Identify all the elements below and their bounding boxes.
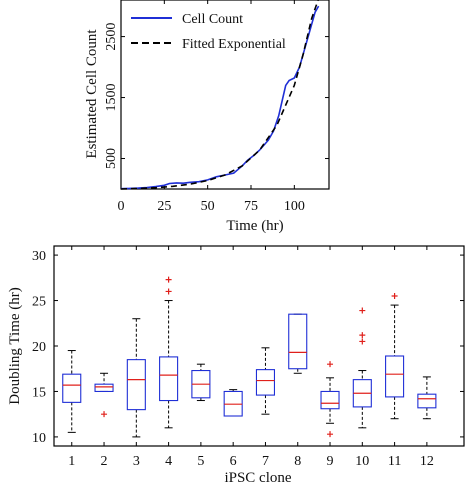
x-tick-label: 12: [420, 454, 434, 469]
y-tick-label: 25: [32, 295, 46, 310]
iqr-box: [94, 383, 114, 393]
box-clone-9: [320, 361, 340, 438]
x-tick-label: 50: [201, 199, 215, 214]
box-clone-4: [159, 276, 179, 429]
iqr-box: [385, 355, 405, 398]
iqr-box: [255, 369, 276, 396]
outlier-marker: [101, 411, 108, 418]
outlier-marker: [359, 332, 366, 339]
x-tick-label: 11: [388, 454, 401, 469]
box-clone-2: [94, 372, 114, 418]
growth-y-ticks: 500 1500 2500: [104, 23, 329, 169]
iqr-box: [320, 390, 340, 410]
x-tick-label: 1: [68, 454, 75, 469]
x-tick-label: 3: [133, 454, 140, 469]
x-tick-label: 75: [244, 199, 258, 214]
legend-label-fitted-exponential: Fitted Exponential: [182, 37, 286, 52]
outlier-marker: [359, 307, 366, 314]
x-tick-label: 10: [355, 454, 369, 469]
box-clone-7: [255, 347, 276, 415]
growth-legend: Cell Count Fitted Exponential: [131, 12, 286, 52]
y-tick-label: 15: [32, 385, 46, 400]
box-plot-frame: [53, 245, 465, 447]
x-tick-label: 25: [157, 199, 171, 214]
y-tick-label: 30: [32, 249, 46, 264]
box-clone-12: [417, 376, 437, 420]
box-clone-10: [352, 307, 372, 429]
iqr-box: [288, 313, 308, 370]
growth-x-ticks: 0 25 50 75 100: [118, 0, 305, 214]
box-clone-3: [126, 318, 146, 438]
x-tick-label: 8: [294, 454, 301, 469]
x-tick-label: 100: [284, 199, 305, 214]
y-tick-label: 10: [32, 431, 46, 446]
legend-label-cell-count: Cell Count: [182, 12, 243, 27]
box-y-label: Doubling Time (hr): [7, 287, 23, 405]
x-tick-label: 9: [327, 454, 334, 469]
box-x-label: iPSC clone: [224, 470, 291, 483]
outlier-marker: [391, 293, 398, 299]
series-line-cell-count: [120, 5, 320, 190]
outlier-marker: [165, 276, 172, 283]
outlier-marker: [327, 361, 334, 368]
y-tick-label: 20: [32, 340, 46, 355]
series-line-fitted-exponential: [120, 0, 319, 190]
x-tick-label: 0: [118, 199, 125, 214]
y-tick-label: 2500: [104, 23, 119, 51]
iqr-box: [417, 393, 437, 409]
box-x-ticks: 1 2 3 4 5 6 7 8 9 10 11 12: [68, 246, 434, 469]
box-clone-8: [288, 313, 308, 374]
box-series: [62, 276, 437, 438]
growth-y-label: Estimated Cell Count: [84, 29, 100, 159]
iqr-box: [159, 356, 179, 402]
growth-plot-frame: [120, 0, 330, 190]
x-tick-label: 4: [165, 454, 172, 469]
growth-series: [120, 0, 320, 190]
box-y-ticks: 10 15 20 25 30: [32, 249, 464, 446]
y-tick-label: 500: [104, 148, 119, 169]
growth-x-label: Time (hr): [226, 218, 283, 234]
x-tick-label: 7: [262, 454, 269, 469]
box-clone-1: [62, 350, 82, 433]
x-tick-label: 5: [197, 454, 204, 469]
growth-chart: 0 25 50 75 100 500 1500 2500 Time (hr) Estimat…: [84, 0, 330, 234]
box-clone-5: [191, 363, 211, 402]
outlier-marker: [327, 431, 334, 438]
outlier-marker: [165, 288, 172, 295]
box-clone-6: [223, 389, 243, 417]
outlier-marker: [359, 338, 366, 345]
box-clone-11: [385, 293, 405, 420]
x-tick-label: 2: [101, 454, 108, 469]
iqr-box: [62, 373, 82, 403]
y-tick-label: 1500: [104, 84, 119, 112]
iqr-box: [126, 359, 146, 411]
x-tick-label: 6: [230, 454, 237, 469]
